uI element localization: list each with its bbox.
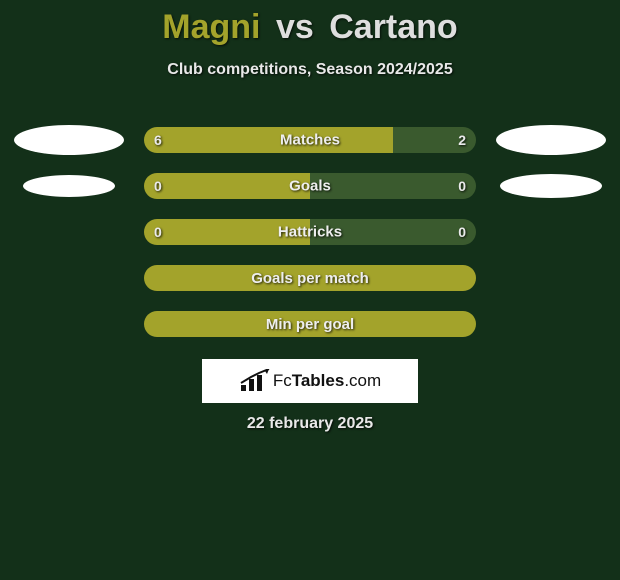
stat-bar-label: Hattricks [278,224,342,241]
logo-text: FcTables.com [273,371,381,391]
page-title: Magni vs Cartano [0,0,620,47]
bars-icon [239,369,273,393]
logo-com: .com [344,371,381,390]
stat-row: 62 Matches [0,117,620,163]
stat-row: Goals per match [0,255,620,301]
stat-row: Min per goal [0,301,620,347]
stat-bar-left: 6 [144,127,393,153]
stat-bar-single: Goals per match [144,265,476,291]
left-ellipse [23,175,115,197]
subtitle: Club competitions, Season 2024/2025 [0,61,620,79]
stat-bar: 00Hattricks [144,219,476,245]
stat-bar: 00Goals [144,173,476,199]
stat-bar: 62 Matches [144,127,476,153]
stat-bar-label: Matches [280,132,340,149]
title-left: Magni [162,8,260,46]
stat-row: 00Hattricks [0,209,620,255]
stat-rows: 62Matches00Goals00HattricksGoals per mat… [0,117,620,347]
logo-tables: Tables [292,371,345,390]
stat-bar-single: Min per goal [144,311,476,337]
stat-row: 00Goals [0,163,620,209]
right-ellipse [496,125,606,155]
title-vs: vs [276,8,314,46]
stat-bar-label: Goals [289,178,331,195]
row-right-side [496,174,606,198]
stat-bar-left: 0 [144,173,310,199]
logo-fc: Fc [273,371,292,390]
stat-bar-right: 0 [310,173,476,199]
title-right: Cartano [329,8,457,46]
right-ellipse [500,174,602,198]
row-left-side [14,175,124,197]
logo-box: FcTables.com [202,359,418,403]
date-text: 22 february 2025 [0,415,620,433]
row-left-side [14,125,124,155]
row-right-side [496,125,606,155]
left-ellipse [14,125,124,155]
stat-bar-right: 2 [393,127,476,153]
